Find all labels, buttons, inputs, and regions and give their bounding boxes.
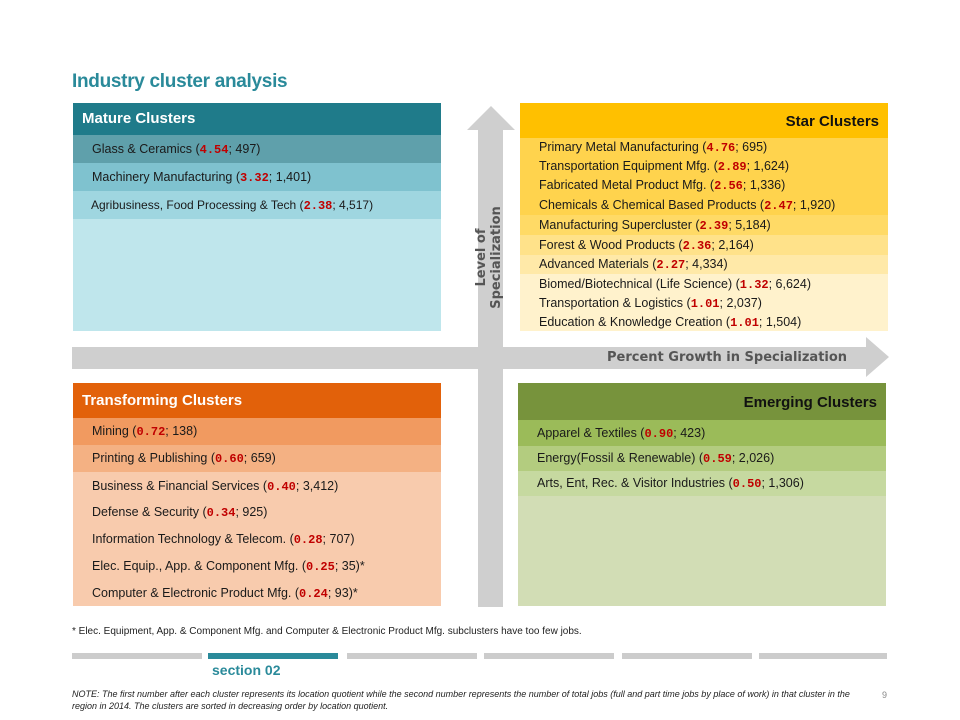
cluster-row: Machinery Manufacturing (3.32; 1,401) bbox=[73, 163, 441, 191]
emerging-clusters-heading: Emerging Clusters bbox=[518, 383, 886, 420]
cluster-row: Transportation & Logistics (1.01; 2,037) bbox=[520, 294, 888, 313]
cluster-row: Glass & Ceramics (4.54; 497) bbox=[73, 135, 441, 163]
page-title: Industry cluster analysis bbox=[72, 71, 288, 92]
x-axis-arrow bbox=[72, 337, 889, 377]
cluster-row: Mining (0.72; 138) bbox=[73, 418, 441, 445]
section-nav-bar[interactable] bbox=[622, 653, 752, 659]
cluster-row: Agribusiness, Food Processing & Tech (2.… bbox=[73, 191, 441, 219]
cluster-row: Forest & Wood Products (2.36; 2,164) bbox=[520, 235, 888, 255]
section-nav-bar[interactable] bbox=[72, 653, 202, 659]
footnote: * Elec. Equipment, App. & Component Mfg.… bbox=[72, 626, 582, 637]
cluster-row: Apparel & Textiles (0.90; 423) bbox=[518, 420, 886, 446]
transforming-clusters-panel: Transforming Clusters Mining (0.72; 138)… bbox=[73, 383, 441, 606]
mature-clusters-panel: Mature Clusters Glass & Ceramics (4.54; … bbox=[73, 103, 441, 331]
cluster-row: Education & Knowledge Creation (1.01; 1,… bbox=[520, 313, 888, 331]
section-label: section 02 bbox=[212, 662, 281, 678]
section-nav-bar[interactable] bbox=[759, 653, 887, 659]
cluster-row: Information Technology & Telecom. (0.28;… bbox=[92, 532, 355, 547]
star-clusters-panel: Star Clusters Primary Metal Manufacturin… bbox=[520, 103, 888, 331]
cluster-row: Fabricated Metal Product Mfg. (2.56; 1,3… bbox=[520, 176, 888, 195]
mature-clusters-heading: Mature Clusters bbox=[73, 103, 441, 135]
x-axis-label: Percent Growth in Specialization bbox=[607, 350, 848, 365]
cluster-row: Primary Metal Manufacturing (4.76; 695) bbox=[520, 138, 888, 157]
cluster-row: Defense & Security (0.34; 925) bbox=[92, 505, 268, 520]
cluster-row: Arts, Ent, Rec. & Visitor Industries (0.… bbox=[518, 471, 886, 496]
cluster-row: Computer & Electronic Product Mfg. (0.24… bbox=[92, 586, 358, 601]
cluster-row: Chemicals & Chemical Based Products (2.4… bbox=[520, 195, 888, 215]
section-nav-bar-active[interactable] bbox=[208, 653, 338, 659]
cluster-row: Transportation Equipment Mfg. (2.89; 1,6… bbox=[520, 157, 888, 176]
page-number: 9 bbox=[882, 690, 888, 700]
section-nav-bar[interactable] bbox=[347, 653, 477, 659]
note-text: NOTE: The first number after each cluste… bbox=[72, 689, 850, 711]
cluster-row: Manufacturing Supercluster (2.39; 5,184) bbox=[520, 215, 888, 235]
cluster-row: Elec. Equip., App. & Component Mfg. (0.2… bbox=[92, 559, 365, 574]
star-clusters-heading: Star Clusters bbox=[520, 103, 888, 138]
cluster-row: Energy(Fossil & Renewable) (0.59; 2,026) bbox=[518, 446, 886, 471]
cluster-row: Biomed/Biotechnical (Life Science) (1.32… bbox=[520, 274, 888, 294]
emerging-clusters-panel: Emerging Clusters Apparel & Textiles (0.… bbox=[518, 383, 886, 606]
cluster-row: Business & Financial Services (0.40; 3,4… bbox=[92, 479, 339, 494]
transforming-clusters-heading: Transforming Clusters bbox=[73, 383, 441, 418]
cluster-row: Printing & Publishing (0.60; 659) bbox=[73, 445, 441, 472]
cluster-row: Advanced Materials (2.27; 4,334) bbox=[520, 255, 888, 274]
section-nav-bar[interactable] bbox=[484, 653, 614, 659]
y-axis-label: Level of Specialization bbox=[474, 206, 504, 309]
